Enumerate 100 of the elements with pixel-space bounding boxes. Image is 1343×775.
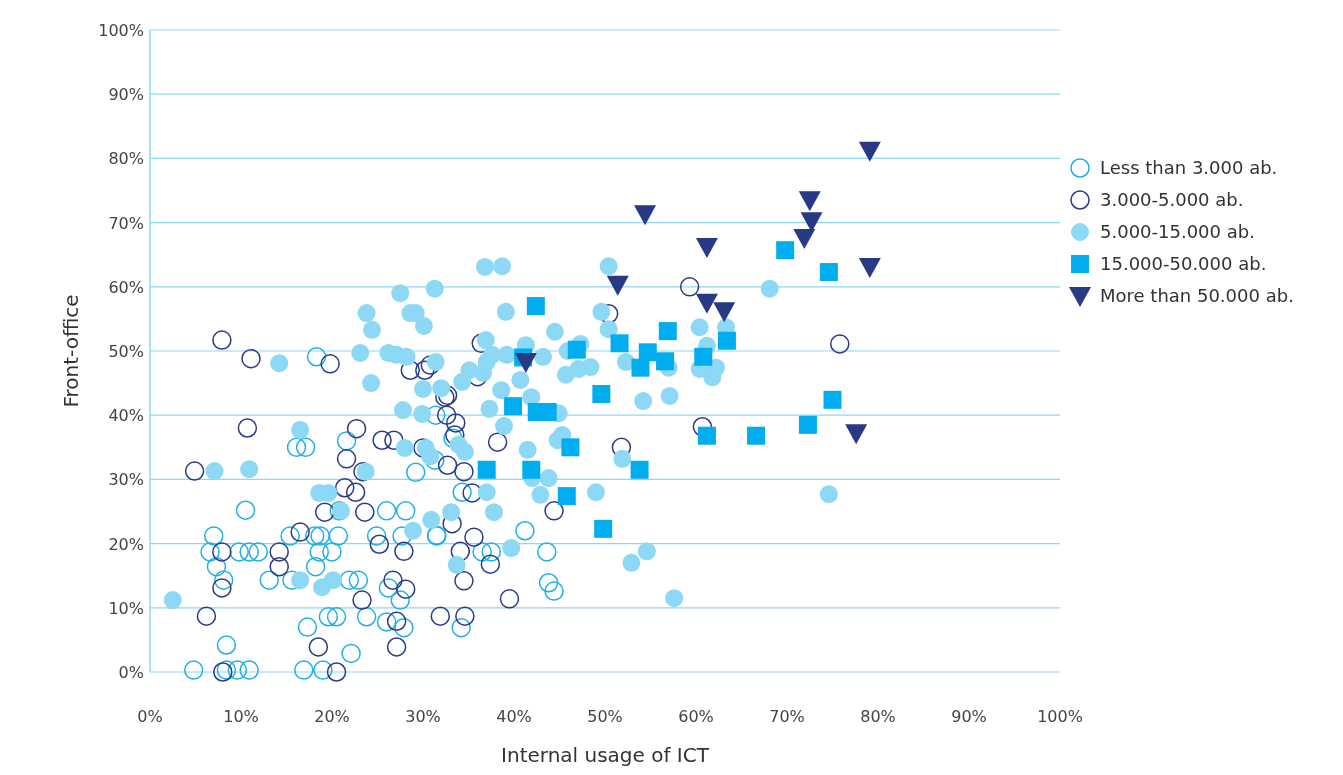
point — [504, 397, 523, 416]
y-tick-label: 50% — [108, 342, 144, 361]
point — [405, 462, 426, 483]
point — [561, 438, 580, 457]
point — [355, 502, 375, 522]
point — [455, 606, 475, 626]
x-tick-label: 40% — [496, 707, 532, 726]
y-tick-label: 60% — [108, 277, 144, 297]
point — [499, 589, 520, 609]
point — [694, 347, 713, 366]
point — [304, 526, 325, 546]
x-tick-label: 60% — [678, 707, 714, 726]
point — [309, 542, 330, 562]
legend-label: 3.000-5.000 ab. — [1100, 189, 1244, 210]
point — [326, 662, 347, 682]
point — [537, 542, 557, 562]
y-tick-label: 10% — [108, 598, 144, 618]
point — [341, 643, 361, 664]
point — [229, 542, 249, 562]
point — [544, 581, 564, 601]
point — [481, 542, 501, 562]
point — [464, 527, 484, 547]
point — [679, 277, 700, 297]
x-axis-title: Internal usage of ICT — [501, 743, 710, 767]
point — [487, 432, 508, 452]
point — [638, 343, 657, 362]
y-tick-label: 70% — [108, 213, 144, 233]
point — [346, 418, 367, 439]
point — [395, 579, 416, 599]
point — [634, 205, 657, 226]
point — [196, 606, 217, 626]
point — [697, 426, 716, 445]
point — [212, 330, 232, 350]
point — [631, 358, 650, 377]
point — [544, 501, 564, 521]
point — [320, 354, 340, 374]
y-tick-label: 0% — [118, 663, 144, 682]
point — [514, 352, 537, 373]
point — [384, 430, 404, 450]
point — [472, 542, 492, 562]
x-tick-label: 30% — [405, 707, 441, 726]
point — [538, 573, 559, 593]
point — [308, 637, 329, 657]
point — [294, 660, 314, 680]
legend-label: Less than 3.000 ab. — [1100, 157, 1278, 178]
point — [819, 263, 838, 282]
point — [515, 521, 535, 541]
legend-label: More than 50.000 ab. — [1100, 285, 1294, 306]
point — [567, 340, 586, 359]
point — [858, 257, 881, 278]
y-tick-label: 80% — [108, 149, 144, 169]
point — [383, 570, 403, 590]
point — [454, 571, 474, 591]
point — [248, 542, 269, 562]
point — [345, 482, 366, 502]
point — [369, 534, 390, 554]
point — [336, 431, 357, 451]
point — [437, 455, 458, 476]
point — [610, 334, 629, 353]
legend-label: 15.000-50.000 ab. — [1100, 253, 1267, 274]
point — [239, 542, 259, 562]
point — [322, 542, 342, 562]
y-tick-label: 100% — [98, 21, 144, 40]
point — [227, 660, 248, 680]
point — [305, 556, 326, 577]
point — [183, 660, 204, 680]
point — [297, 617, 318, 637]
y-tick-label: 30% — [108, 470, 144, 490]
x-tick-label: 70% — [769, 707, 805, 726]
point — [386, 611, 407, 632]
point — [420, 355, 441, 375]
point — [858, 141, 881, 162]
point — [213, 570, 234, 590]
point — [692, 417, 713, 437]
point — [212, 578, 232, 598]
point — [717, 331, 736, 350]
point — [747, 426, 766, 445]
point — [216, 635, 237, 655]
point — [798, 415, 817, 434]
point — [318, 607, 339, 627]
point — [241, 348, 261, 369]
point — [658, 322, 677, 341]
point — [430, 606, 451, 626]
point — [392, 526, 412, 546]
point — [594, 519, 613, 538]
y-tick-label: 40% — [108, 406, 144, 426]
point — [592, 385, 611, 404]
point — [269, 542, 289, 562]
point — [184, 461, 205, 481]
point — [310, 526, 330, 546]
legend-label: 5.000-15.000 ab. — [1100, 221, 1255, 242]
point — [366, 526, 387, 546]
x-tick-label: 80% — [860, 707, 896, 726]
point — [352, 590, 372, 610]
point — [450, 541, 471, 562]
point — [695, 293, 718, 314]
point — [845, 424, 868, 445]
point — [425, 405, 446, 425]
point — [314, 502, 335, 522]
point — [713, 302, 736, 323]
